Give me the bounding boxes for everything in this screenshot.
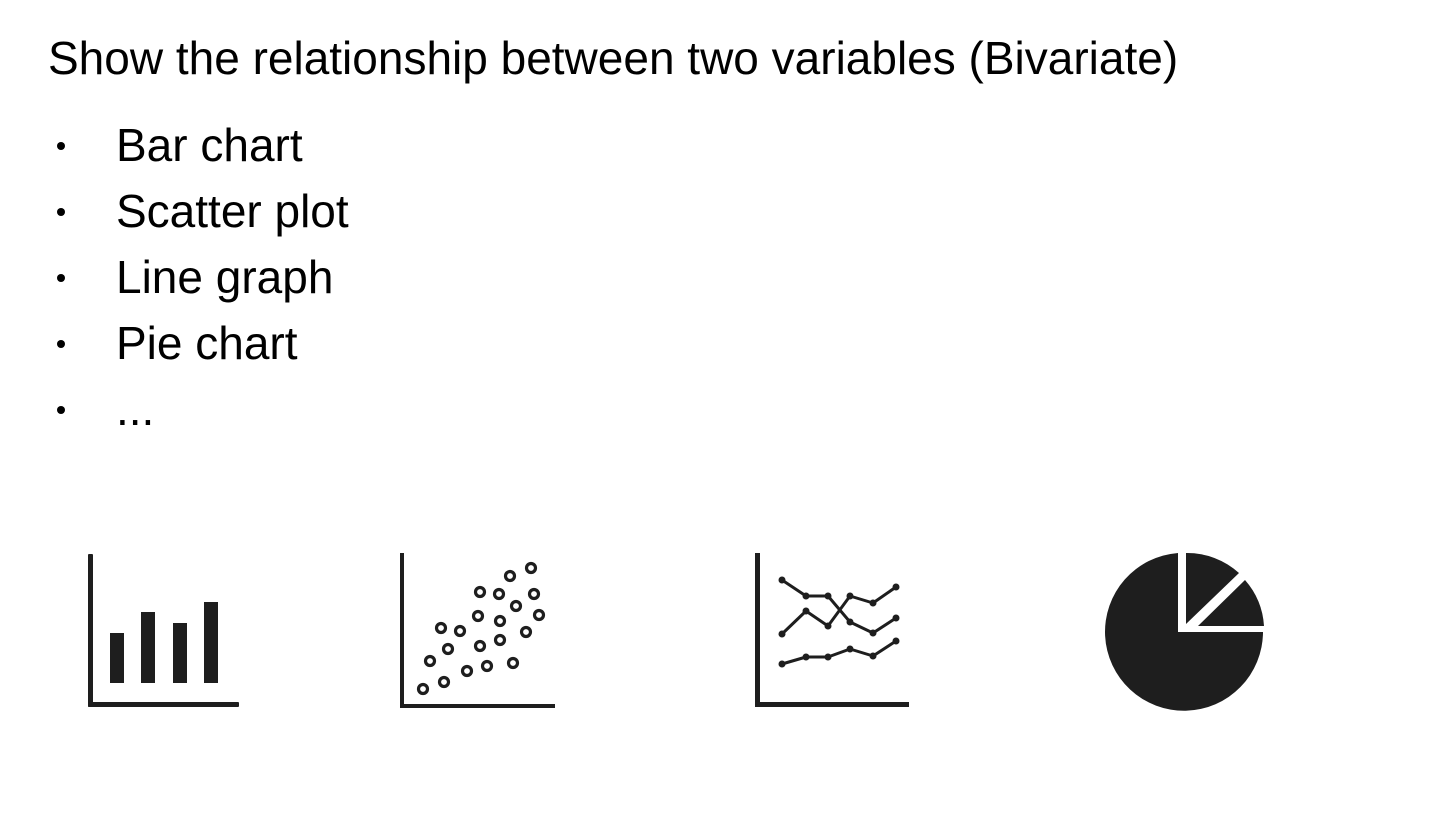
list-item-label: Pie chart (116, 317, 298, 369)
pie-chart-icon (1105, 552, 1264, 711)
bullet-icon (57, 208, 65, 216)
list-item-label: Scatter plot (116, 185, 349, 237)
list-item-label: ... (116, 383, 155, 435)
bullet-icon (57, 142, 65, 150)
chart-type-list: Bar chart Scatter plot Line graph Pie ch… (0, 112, 600, 442)
list-item: ... (0, 376, 600, 442)
list-item: Scatter plot (0, 178, 600, 244)
list-item: Line graph (0, 244, 600, 310)
bullet-icon (57, 340, 65, 348)
list-item: Bar chart (0, 112, 600, 178)
list-item-label: Line graph (116, 251, 334, 303)
list-item: Pie chart (0, 310, 600, 376)
scatter-plot-icon (400, 553, 555, 708)
bullet-icon (57, 274, 65, 282)
bullet-icon (57, 406, 65, 414)
bar-chart-icon (88, 554, 239, 707)
line-graph-icon (755, 553, 909, 707)
list-item-label: Bar chart (116, 119, 303, 171)
slide-title: Show the relationship between two variab… (48, 32, 1179, 84)
